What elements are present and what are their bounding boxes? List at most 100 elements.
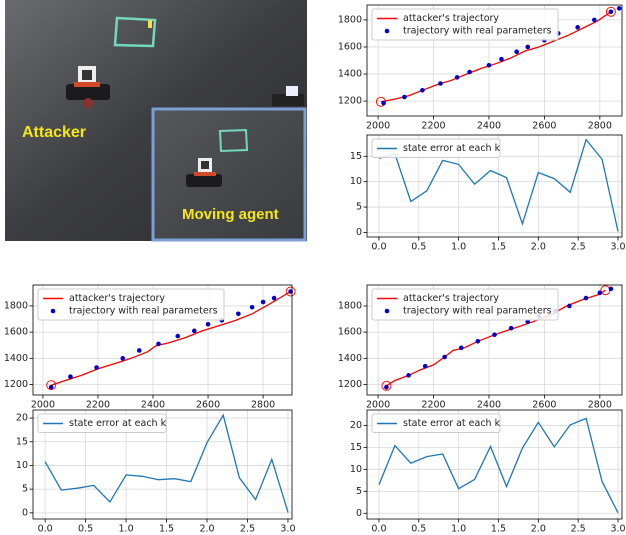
data-point <box>49 385 54 390</box>
x-tick-label: 1.5 <box>491 524 506 535</box>
x-tick-label: 2000 <box>366 400 390 411</box>
data-point <box>156 342 161 347</box>
data-point <box>609 9 614 14</box>
y-tick-label: 0 <box>22 507 28 518</box>
y-tick-label: 20 <box>16 413 28 424</box>
x-tick-label: 1.5 <box>159 524 174 535</box>
data-point <box>175 334 180 339</box>
x-tick-label: 0.0 <box>371 242 386 253</box>
x-tick-label: 2.5 <box>571 524 586 535</box>
x-tick-label: 2400 <box>141 400 165 411</box>
x-tick-label: 2200 <box>421 121 445 132</box>
y-tick-label: 5 <box>356 486 362 497</box>
x-tick-label: 2200 <box>421 400 445 411</box>
y-tick-label: 1600 <box>338 327 362 338</box>
x-tick-label: 3.0 <box>610 524 625 535</box>
data-point <box>598 291 603 296</box>
y-tick-label: 1600 <box>338 41 362 52</box>
data-point <box>525 45 530 50</box>
x-tick-label: 2.0 <box>531 242 546 253</box>
data-point <box>575 25 580 30</box>
y-tick-label: 1800 <box>338 14 362 25</box>
marker <box>148 20 152 28</box>
data-point <box>402 95 407 100</box>
data-point <box>381 101 386 106</box>
y-tick-label: 5 <box>22 484 28 495</box>
data-point <box>192 329 197 334</box>
y-tick-label: 5 <box>356 202 362 213</box>
legend-label: attacker's trajectory <box>69 293 165 304</box>
data-point <box>120 356 125 361</box>
data-point <box>384 385 389 390</box>
data-point <box>206 322 211 327</box>
x-tick-label: 2600 <box>532 400 556 411</box>
data-point <box>455 75 460 80</box>
data-point <box>94 365 99 370</box>
y-tick-label: 15 <box>350 442 362 453</box>
data-point <box>492 332 497 337</box>
y-tick-label: 10 <box>16 460 28 471</box>
legend-label: trajectory with real parameters <box>69 306 218 317</box>
data-point <box>261 300 266 305</box>
photo-label: Moving agent <box>182 206 279 223</box>
data-point <box>617 6 622 11</box>
axes: 0.00.51.01.52.02.53.005101520state error… <box>350 410 626 535</box>
x-tick-label: 2.5 <box>571 242 586 253</box>
data-point <box>467 70 472 75</box>
data-point <box>438 81 443 86</box>
y-tick-label: 1400 <box>338 353 362 364</box>
x-tick-label: 2800 <box>251 400 275 411</box>
x-tick-label: 2600 <box>196 400 220 411</box>
x-tick-label: 0.0 <box>38 524 53 535</box>
data-point <box>236 312 241 317</box>
data-point <box>609 287 614 292</box>
legend-label: attacker's trajectory <box>403 293 499 304</box>
x-tick-label: 1.5 <box>491 242 506 253</box>
x-tick-label: 2.0 <box>531 524 546 535</box>
data-point <box>250 305 255 310</box>
data-point <box>423 364 428 369</box>
x-tick-label: 1.0 <box>451 524 466 535</box>
data-point <box>459 346 464 351</box>
y-tick-label: 0 <box>356 508 362 519</box>
axes: 0.00.51.01.52.02.53.005101520state error… <box>16 410 296 535</box>
legend-label: attacker's trajectory <box>403 13 499 24</box>
x-tick-label: 0.0 <box>371 524 386 535</box>
data-point <box>584 296 589 301</box>
y-tick-label: 20 <box>350 420 362 431</box>
data-point <box>442 355 447 360</box>
x-tick-label: 2400 <box>477 400 501 411</box>
data-point <box>592 18 597 23</box>
y-tick-label: 10 <box>350 176 362 187</box>
x-tick-label: 3.0 <box>280 524 295 535</box>
data-point <box>487 63 492 68</box>
x-tick-label: 2.5 <box>240 524 255 535</box>
y-tick-label: 10 <box>350 464 362 475</box>
x-tick-label: 0.5 <box>78 524 93 535</box>
y-tick-label: 15 <box>16 436 28 447</box>
legend-label: state error at each k <box>69 418 167 429</box>
y-tick-label: 0 <box>356 227 362 238</box>
y-tick-label: 1200 <box>338 96 362 107</box>
x-tick-label: 2400 <box>477 121 501 132</box>
x-tick-label: 2200 <box>86 400 110 411</box>
legend-swatch <box>385 309 390 314</box>
x-tick-label: 2600 <box>532 121 556 132</box>
y-tick-label: 1600 <box>4 327 28 338</box>
data-point <box>514 49 519 54</box>
y-tick-label: 15 <box>350 151 362 162</box>
y-tick-label: 1800 <box>338 300 362 311</box>
y-tick-label: 1800 <box>4 300 28 311</box>
data-point <box>567 304 572 309</box>
photo: Attacker Moving agent <box>5 0 307 241</box>
figure: Attacker Moving agent 200022002400260028… <box>0 0 626 535</box>
y-tick-label: 1400 <box>338 69 362 80</box>
x-tick-label: 2.0 <box>199 524 214 535</box>
y-tick-label: 1200 <box>4 379 28 390</box>
x-tick-label: 0.5 <box>411 524 426 535</box>
legend-swatch <box>385 29 390 34</box>
legend-label: state error at each k <box>403 143 501 154</box>
